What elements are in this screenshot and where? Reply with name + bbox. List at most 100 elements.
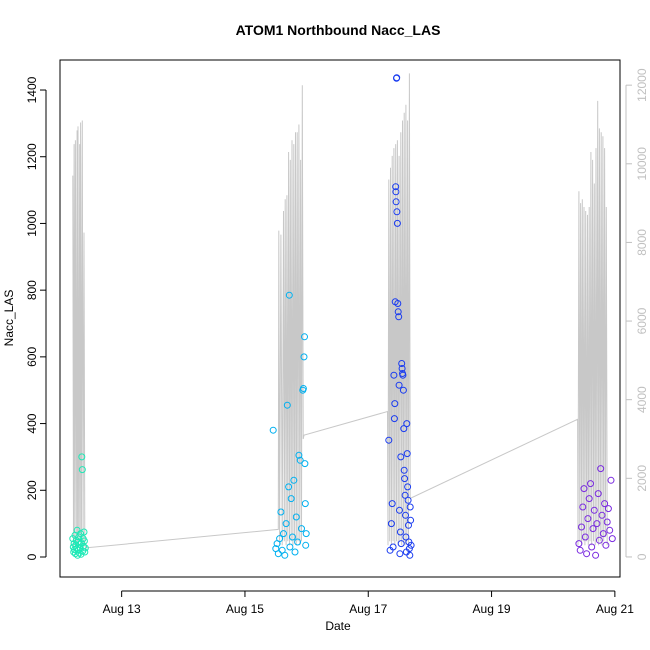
data-point-series-2	[287, 495, 295, 503]
x-tick-label: Aug 21	[596, 602, 634, 616]
data-point-series-3	[395, 381, 403, 389]
data-point-series-3	[388, 500, 396, 508]
data-point-series-2	[301, 500, 309, 508]
data-point-series-4	[589, 525, 597, 533]
data-point-series-3	[393, 208, 401, 216]
data-point-series-2	[302, 530, 310, 538]
data-point-series-2	[290, 476, 298, 484]
y-tick-label: 1200	[25, 143, 39, 170]
data-point-series-4	[597, 465, 605, 473]
scatter-points-layer	[69, 74, 616, 559]
data-point-series-3	[407, 516, 415, 524]
data-point-series-4	[576, 546, 584, 554]
data-point-series-4	[606, 526, 614, 534]
data-point-series-3	[404, 483, 412, 491]
y2-tick-label: 6000	[635, 307, 649, 334]
data-point-series-2	[292, 513, 300, 521]
y2-tick-label: 2000	[635, 465, 649, 492]
data-point-series-3	[398, 360, 406, 367]
y-tick-label: 400	[25, 413, 39, 433]
data-point-series-2	[298, 525, 305, 533]
y-tick-label: 800	[25, 280, 39, 300]
data-point-series-4	[590, 506, 598, 514]
data-point-series-3	[392, 188, 400, 196]
y-axis-label: Nacc_LAS	[2, 290, 16, 347]
data-point-series-4	[588, 543, 596, 551]
data-point-series-4	[593, 520, 601, 528]
data-point-series-3	[393, 74, 401, 82]
data-point-series-4	[575, 540, 583, 548]
data-point-series-1	[76, 540, 84, 548]
x-tick-label: Aug 13	[103, 602, 141, 616]
data-point-series-4	[578, 523, 585, 531]
data-point-series-3	[397, 453, 405, 461]
data-point-series-2	[276, 535, 284, 543]
y-tick-label: 600	[25, 347, 39, 367]
y-tick-label: 200	[25, 480, 39, 500]
data-point-series-2	[296, 456, 304, 464]
data-point-series-3	[401, 491, 409, 499]
data-point-series-2	[289, 533, 296, 541]
data-point-series-4	[595, 536, 603, 544]
y2-tick-label: 0	[635, 553, 649, 560]
data-point-series-2	[301, 460, 309, 468]
data-point-series-3	[387, 520, 395, 528]
plot-frame	[59, 59, 621, 578]
data-point-series-3	[406, 551, 414, 559]
data-point-series-1	[80, 537, 88, 545]
data-point-series-1	[80, 528, 88, 536]
data-point-series-2	[300, 353, 308, 361]
data-point-series-4	[603, 518, 611, 526]
data-point-series-3	[394, 308, 402, 316]
data-point-series-3	[402, 533, 410, 541]
data-point-series-3	[392, 198, 400, 206]
data-point-series-3	[402, 511, 409, 519]
data-point-series-3	[400, 466, 408, 474]
chart-title: ATOM1 Northbound Nacc_LAS	[236, 22, 441, 38]
data-point-series-3	[385, 436, 393, 444]
y2-tick-label: 10000	[635, 147, 649, 181]
data-point-series-4	[580, 485, 588, 493]
data-point-series-2	[285, 483, 293, 491]
data-point-series-2	[285, 291, 293, 299]
data-point-series-2	[277, 508, 285, 516]
data-point-series-3	[400, 425, 408, 433]
data-point-series-4	[602, 541, 610, 549]
data-point-series-3	[396, 506, 403, 514]
y-tick-label: 1000	[25, 210, 39, 237]
data-point-series-3	[401, 475, 409, 483]
data-point-series-2	[302, 541, 310, 549]
x-tick-label: Aug 17	[349, 602, 387, 616]
data-point-series-2	[301, 333, 308, 341]
data-point-series-4	[583, 550, 591, 558]
data-point-series-2	[283, 401, 291, 409]
data-point-series-3	[398, 365, 406, 372]
data-point-series-1	[78, 466, 86, 474]
data-point-series-2	[294, 538, 302, 546]
data-point-series-2	[269, 426, 277, 434]
secondary-line-layer	[72, 73, 608, 550]
data-point-series-4	[604, 505, 612, 513]
data-point-series-3	[394, 300, 402, 307]
data-point-series-4	[594, 490, 602, 498]
y2-tick-label: 8000	[635, 229, 649, 256]
data-point-series-4	[584, 515, 592, 523]
data-point-series-2	[286, 543, 294, 551]
y2-tick-label: 4000	[635, 386, 649, 413]
data-point-series-3	[404, 496, 412, 504]
data-point-series-3	[389, 543, 397, 551]
data-point-series-4	[601, 500, 609, 508]
data-point-series-3	[395, 313, 403, 321]
data-point-series-1	[81, 548, 89, 556]
data-point-series-3	[390, 371, 398, 379]
data-point-series-3	[403, 420, 411, 428]
data-point-series-2	[291, 548, 299, 556]
data-point-series-3	[406, 503, 414, 511]
data-point-series-2	[280, 530, 287, 538]
data-point-series-2	[274, 550, 282, 558]
data-point-series-3	[390, 415, 398, 423]
data-point-series-1	[78, 453, 86, 461]
axes-layer: Aug 13 Aug 15 Aug 17 Aug 19 Aug 21 0 200 400 600…	[25, 68, 649, 616]
data-point-series-2	[282, 520, 290, 528]
